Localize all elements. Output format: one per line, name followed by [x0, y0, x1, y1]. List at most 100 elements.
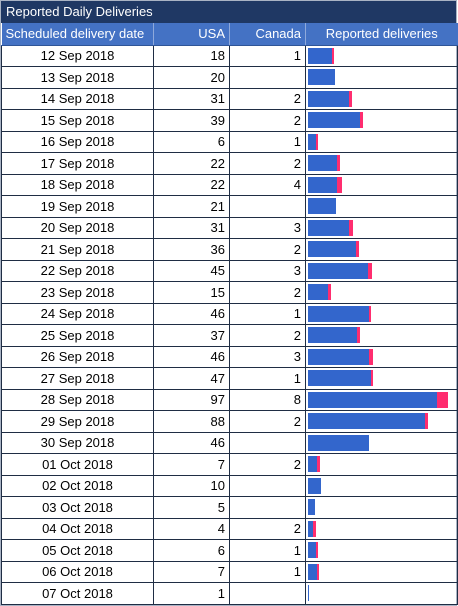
bar-segment-usa: [308, 585, 309, 602]
cell-reported-deliveries: [305, 431, 458, 454]
table-header-row: Scheduled delivery date USA Canada Repor…: [1, 23, 458, 46]
bar-segment-usa: [308, 112, 360, 129]
cell-canada: [229, 496, 306, 519]
cell-date: 03 Oct 2018: [1, 496, 154, 519]
cell-reported-deliveries: [305, 259, 458, 282]
cell-usa: 6: [153, 130, 230, 153]
stacked-bar: [308, 155, 455, 172]
table-row[interactable]: 17 Sep 2018 22 2: [1, 152, 458, 175]
stacked-bar: [308, 370, 455, 387]
cell-usa: 88: [153, 410, 230, 433]
table-row[interactable]: 28 Sep 2018 97 8: [1, 388, 458, 411]
cell-reported-deliveries: [305, 453, 458, 476]
bar-segment-canada: [317, 456, 320, 473]
stacked-bar: [308, 47, 455, 64]
cell-usa: 10: [153, 474, 230, 497]
stacked-bar: [308, 305, 455, 322]
table-row[interactable]: 05 Oct 2018 6 1: [1, 539, 458, 562]
bar-segment-usa: [308, 456, 317, 473]
table-row[interactable]: 29 Sep 2018 88 2: [1, 410, 458, 433]
column-header-reported-deliveries[interactable]: Reported deliveries: [305, 23, 458, 46]
cell-date: 25 Sep 2018: [1, 324, 154, 347]
bar-segment-canada: [313, 520, 316, 537]
cell-usa: 18: [153, 44, 230, 67]
cell-canada: 2: [229, 238, 306, 261]
cell-canada: 2: [229, 152, 306, 175]
stacked-bar: [308, 542, 455, 559]
cell-canada: 4: [229, 173, 306, 196]
column-header-date[interactable]: Scheduled delivery date: [1, 23, 154, 46]
bar-segment-usa: [308, 262, 368, 279]
table-row[interactable]: 19 Sep 2018 21: [1, 195, 458, 218]
cell-canada: [229, 195, 306, 218]
bar-segment-canada: [332, 47, 334, 64]
bar-segment-usa: [308, 520, 313, 537]
cell-date: 17 Sep 2018: [1, 152, 154, 175]
cell-reported-deliveries: [305, 87, 458, 110]
bar-segment-usa: [308, 413, 425, 430]
table-row[interactable]: 02 Oct 2018 10: [1, 474, 458, 497]
stacked-bar: [308, 69, 455, 86]
cell-canada: [229, 431, 306, 454]
table-row[interactable]: 27 Sep 2018 47 1: [1, 367, 458, 390]
table-row[interactable]: 03 Oct 2018 5: [1, 496, 458, 519]
table-row[interactable]: 16 Sep 2018 6 1: [1, 130, 458, 153]
bar-segment-usa: [308, 155, 337, 172]
cell-reported-deliveries: [305, 324, 458, 347]
cell-reported-deliveries: [305, 130, 458, 153]
stacked-bar: [308, 585, 455, 602]
stacked-bar: [308, 434, 455, 451]
table-row[interactable]: 06 Oct 2018 7 1: [1, 560, 458, 583]
cell-canada: 3: [229, 345, 306, 368]
stacked-bar: [308, 133, 455, 150]
table-row[interactable]: 18 Sep 2018 22 4: [1, 173, 458, 196]
cell-canada: 1: [229, 44, 306, 67]
cell-canada: 1: [229, 130, 306, 153]
column-header-canada[interactable]: Canada: [229, 23, 306, 46]
bar-segment-usa: [308, 348, 369, 365]
table-row[interactable]: 21 Sep 2018 36 2: [1, 238, 458, 261]
cell-date: 06 Oct 2018: [1, 560, 154, 583]
cell-usa: 20: [153, 66, 230, 89]
table-row[interactable]: 12 Sep 2018 18 1: [1, 44, 458, 67]
bar-segment-usa: [308, 198, 336, 215]
table-row[interactable]: 26 Sep 2018 46 3: [1, 345, 458, 368]
stacked-bar: [308, 284, 455, 301]
bar-segment-usa: [308, 284, 328, 301]
cell-date: 15 Sep 2018: [1, 109, 154, 132]
cell-usa: 36: [153, 238, 230, 261]
bar-segment-usa: [308, 133, 316, 150]
cell-usa: 46: [153, 302, 230, 325]
cell-date: 07 Oct 2018: [1, 582, 154, 605]
table-row[interactable]: 22 Sep 2018 45 3: [1, 259, 458, 282]
bar-segment-usa: [308, 241, 356, 258]
cell-usa: 46: [153, 431, 230, 454]
table-row[interactable]: 01 Oct 2018 7 2: [1, 453, 458, 476]
cell-canada: [229, 582, 306, 605]
table-row[interactable]: 20 Sep 2018 31 3: [1, 216, 458, 239]
cell-date: 21 Sep 2018: [1, 238, 154, 261]
cell-reported-deliveries: [305, 517, 458, 540]
stacked-bar: [308, 563, 455, 580]
cell-canada: 2: [229, 109, 306, 132]
cell-date: 04 Oct 2018: [1, 517, 154, 540]
cell-date: 23 Sep 2018: [1, 281, 154, 304]
cell-canada: 2: [229, 410, 306, 433]
table-row[interactable]: 07 Oct 2018 1: [1, 582, 458, 605]
column-header-usa[interactable]: USA: [153, 23, 230, 46]
table-row[interactable]: 13 Sep 2018 20: [1, 66, 458, 89]
bar-segment-canada: [316, 542, 318, 559]
cell-usa: 31: [153, 87, 230, 110]
cell-reported-deliveries: [305, 216, 458, 239]
table-row[interactable]: 23 Sep 2018 15 2: [1, 281, 458, 304]
table-row[interactable]: 04 Oct 2018 4 2: [1, 517, 458, 540]
stacked-bar: [308, 477, 455, 494]
table-row[interactable]: 25 Sep 2018 37 2: [1, 324, 458, 347]
table-row[interactable]: 15 Sep 2018 39 2: [1, 109, 458, 132]
table-row[interactable]: 24 Sep 2018 46 1: [1, 302, 458, 325]
cell-canada: 2: [229, 517, 306, 540]
table-row[interactable]: 14 Sep 2018 31 2: [1, 87, 458, 110]
bar-segment-canada: [369, 348, 373, 365]
table-row[interactable]: 30 Sep 2018 46: [1, 431, 458, 454]
